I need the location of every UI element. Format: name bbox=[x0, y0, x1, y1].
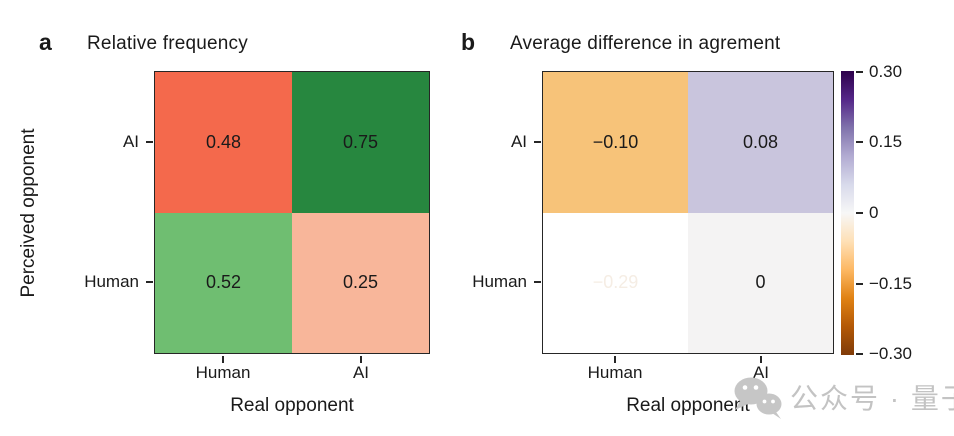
colorbar-tick-neg015: −0.15 bbox=[869, 274, 913, 293]
wechat-icon bbox=[731, 376, 787, 420]
watermark-text: 公众号 · 量子位 bbox=[790, 383, 954, 414]
panel-a-xtick-human: Human bbox=[195, 363, 251, 382]
y-tick-mark bbox=[146, 281, 153, 283]
panel-a-y-axis-label: Perceived opponent bbox=[18, 128, 39, 298]
panel-a-ytick-human: Human bbox=[84, 272, 139, 291]
panel-a-heatmap: 0.48 0.75 0.52 0.25 bbox=[154, 71, 430, 354]
colorbar-tick-030: 0.30 bbox=[869, 62, 903, 81]
panel-b-ytick-ai: AI bbox=[510, 132, 527, 151]
heatmap-cell-b-human-ai: 0 bbox=[688, 212, 833, 353]
colorbar-tick-mark bbox=[856, 283, 863, 285]
panel-a-label: a bbox=[39, 29, 52, 55]
panel-b-xtick-ai: AI bbox=[752, 363, 770, 382]
panel-b-xtick-human: Human bbox=[587, 363, 643, 382]
heatmap-cell-a-human-human: 0.52 bbox=[155, 212, 292, 353]
panel-b-label: b bbox=[461, 29, 476, 55]
heatmap-cell-a-ai-human: 0.48 bbox=[155, 72, 292, 213]
x-tick-mark bbox=[614, 356, 616, 363]
panel-b-x-axis-label: Real opponent bbox=[626, 395, 750, 416]
colorbar-tick-mark bbox=[856, 71, 863, 73]
heatmap-cell-a-ai-ai: 0.75 bbox=[292, 72, 429, 213]
heatmap-cell-b-ai-ai: 0.08 bbox=[688, 72, 833, 213]
panel-a-ytick-ai: AI bbox=[122, 132, 139, 151]
x-tick-mark bbox=[222, 356, 224, 363]
colorbar-tick-mark bbox=[856, 212, 863, 214]
x-tick-mark bbox=[760, 356, 762, 363]
colorbar-tick-mark bbox=[856, 141, 863, 143]
panel-a-title: Relative frequency bbox=[87, 33, 248, 54]
panel-a-xtick-ai: AI bbox=[352, 363, 370, 382]
heatmap-cell-b-human-human: −0.29 bbox=[592, 272, 639, 293]
colorbar-tick-mark bbox=[856, 353, 863, 355]
colorbar-tick-0: 0 bbox=[869, 203, 879, 222]
y-tick-mark bbox=[534, 141, 541, 143]
colorbar-gradient bbox=[841, 71, 854, 355]
panel-b-title: Average difference in agrement bbox=[510, 33, 781, 54]
y-tick-mark bbox=[534, 281, 541, 283]
panel-a-x-axis-label: Real opponent bbox=[230, 395, 354, 416]
colorbar-tick-015: 0.15 bbox=[869, 132, 903, 151]
y-tick-mark bbox=[146, 141, 153, 143]
panel-b-heatmap: −0.10 0.08 −0.29 0 bbox=[542, 71, 834, 354]
colorbar-tick-neg030: −0.30 bbox=[869, 344, 913, 363]
heatmap-cell-a-human-ai: 0.25 bbox=[292, 212, 429, 353]
x-tick-mark bbox=[360, 356, 362, 363]
panel-b-ytick-human: Human bbox=[472, 272, 527, 291]
heatmap-cell-b-ai-human: −0.10 bbox=[543, 72, 688, 213]
